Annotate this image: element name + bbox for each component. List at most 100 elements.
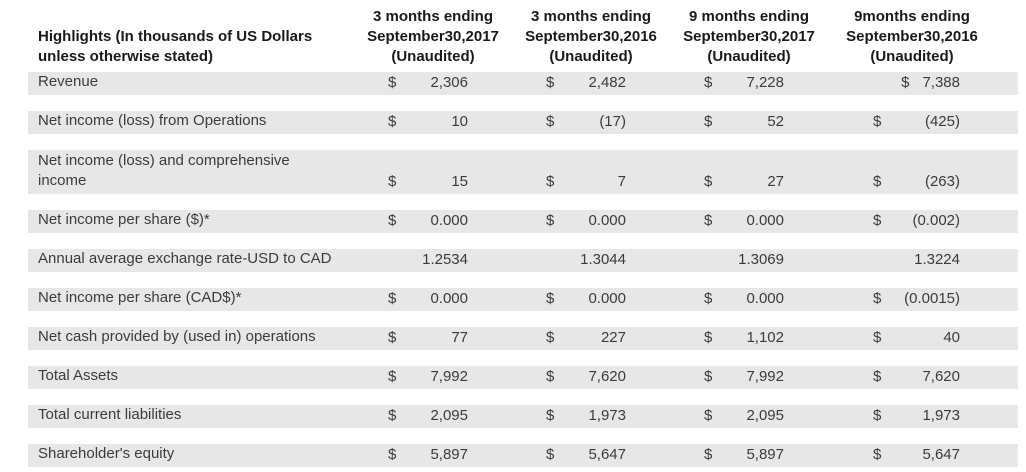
currency-symbol: $ <box>388 212 397 229</box>
cell-value: 77 <box>451 329 468 346</box>
value-cell: $7,992 <box>354 366 512 389</box>
column-header-line: September30,2017 <box>367 28 499 45</box>
currency-symbol: $ <box>873 113 882 130</box>
cell-value: 5,897 <box>746 446 784 463</box>
cell-value: (0.0015) <box>904 290 960 307</box>
value-cell: $7,620 <box>512 366 670 389</box>
column-header-line: 9 months ending <box>689 8 809 25</box>
column-header-3: 9 months ending September30,2017 (Unaudite… <box>670 7 828 67</box>
cell-value: 1,973 <box>922 407 960 424</box>
row-label: Net income (loss) from Operations <box>38 112 267 129</box>
currency-symbol: $ <box>546 173 555 190</box>
table-row: Net income (loss) from Operations $10 $ (17… <box>28 111 1018 134</box>
value-cell: $10 <box>354 111 512 134</box>
currency-symbol: $ <box>546 407 555 424</box>
value-cell: $7 <box>512 150 670 194</box>
table-row: Net income (loss) and comprehensive incom… <box>28 150 1018 194</box>
currency-symbol: $ <box>873 173 882 190</box>
currency-symbol: $ <box>873 290 882 307</box>
currency-symbol: $ <box>546 212 555 229</box>
value-cell: $0.000 <box>670 210 828 233</box>
value-cell: $1,102 <box>670 327 828 350</box>
table-row: Total Assets $7,992 $7,620 $7,992 $7,620 <box>28 366 1018 389</box>
value-cell: $7,620 <box>828 366 1018 389</box>
cell-value: 7,620 <box>922 368 960 385</box>
currency-symbol: $ <box>873 446 882 463</box>
row-label: Annual average exchange rate-USD to CAD <box>38 250 332 267</box>
currency-symbol: $ <box>546 74 555 91</box>
highlights-header-line2: unless otherwise stated) <box>38 48 214 65</box>
value-cell: 1.3224 <box>828 249 1018 272</box>
currency-symbol: $ <box>873 368 882 385</box>
cell-value: 7,992 <box>746 368 784 385</box>
value-cell: 1.2534 <box>354 249 512 272</box>
value-cell: $27 <box>670 150 828 194</box>
value-cell: 1.3044 <box>512 249 670 272</box>
column-header-line: (Unaudited) <box>549 48 633 65</box>
currency-symbol: $ <box>388 173 397 190</box>
row-label: Total current liabilities <box>38 406 182 423</box>
cell-value: 7,620 <box>588 368 626 385</box>
cell-value: 10 <box>451 113 468 130</box>
column-header-2: 3 months ending September30,2016 (Unaudite… <box>512 7 670 67</box>
currency-symbol: $ <box>704 446 713 463</box>
currency-symbol: $ <box>704 173 713 190</box>
column-header-line: September30,2016 <box>525 28 657 45</box>
column-header-line: (Unaudited) <box>707 48 791 65</box>
row-label: Net income per share ($)* <box>38 211 210 228</box>
currency-symbol: $ <box>546 368 555 385</box>
cell-value: 7,992 <box>430 368 468 385</box>
row-label: Net income (loss) and comprehensive incom… <box>28 150 354 194</box>
column-header-4: 9months ending September30,2016 (Unaudited… <box>828 7 1018 67</box>
value-cell: $5,897 <box>670 444 828 467</box>
value-cell: 1.3069 <box>670 249 828 272</box>
value-cell: $5,897 <box>354 444 512 467</box>
cell-value: 0.000 <box>746 212 784 229</box>
cell-value: 1.3224 <box>914 251 960 268</box>
table-row: Annual average exchange rate-USD to CAD 1… <box>28 249 1018 272</box>
value-cell: $5,647 <box>512 444 670 467</box>
cell-value: 7,228 <box>746 74 784 91</box>
row-label-line: income <box>38 172 87 189</box>
value-cell: $2,482 <box>512 72 670 95</box>
value-cell: $7,992 <box>670 366 828 389</box>
value-cell: $7,228 <box>670 72 828 95</box>
cell-value: 1,102 <box>746 329 784 346</box>
value-cell: $ (0.002) <box>828 210 1018 233</box>
value-cell: $40 <box>828 327 1018 350</box>
table-row: Shareholder's equity $5,897 $5,647 $5,897 $5… <box>28 444 1018 467</box>
cell-value: 40 <box>943 329 960 346</box>
currency-symbol: $ <box>388 329 397 346</box>
cell-value: 0.000 <box>430 212 468 229</box>
cell-value: 27 <box>767 173 784 190</box>
column-header-line: September30,2017 <box>683 28 815 45</box>
cell-value: 5,647 <box>588 446 626 463</box>
cell-value: 15 <box>451 173 468 190</box>
value-cell: $2,095 <box>670 405 828 428</box>
currency-symbol: $ <box>704 368 713 385</box>
table-row: Net income per share (CAD$)* $0.000 $0.000… <box>28 288 1018 311</box>
cell-value: (425) <box>924 113 960 130</box>
currency-symbol: $ <box>873 329 882 346</box>
cell-value: 1.3044 <box>580 251 626 268</box>
table-row: Net cash provided by (used in) operation… <box>28 327 1018 350</box>
cell-value: (17) <box>599 113 626 130</box>
cell-value: 2,095 <box>430 407 468 424</box>
value-cell: $0.000 <box>354 210 512 233</box>
value-cell: $7,388 <box>828 72 1018 95</box>
cell-value: 0.000 <box>746 290 784 307</box>
value-cell: $2,306 <box>354 72 512 95</box>
currency-symbol: $ <box>388 407 397 424</box>
cell-value: 52 <box>767 113 784 130</box>
column-header-line: (Unaudited) <box>391 48 475 65</box>
cell-value: 7 <box>617 173 626 190</box>
currency-symbol: $ <box>901 74 910 91</box>
cell-value: 0.000 <box>588 290 626 307</box>
value-cell: $0.000 <box>670 288 828 311</box>
cell-value: 5,647 <box>922 446 960 463</box>
value-cell: $5,647 <box>828 444 1018 467</box>
cell-value: 7,388 <box>922 74 960 91</box>
cell-value: 1.2534 <box>422 251 468 268</box>
financial-highlights-table: Highlights (In thousands of US Dollars u… <box>28 0 1018 467</box>
value-cell: $227 <box>512 327 670 350</box>
